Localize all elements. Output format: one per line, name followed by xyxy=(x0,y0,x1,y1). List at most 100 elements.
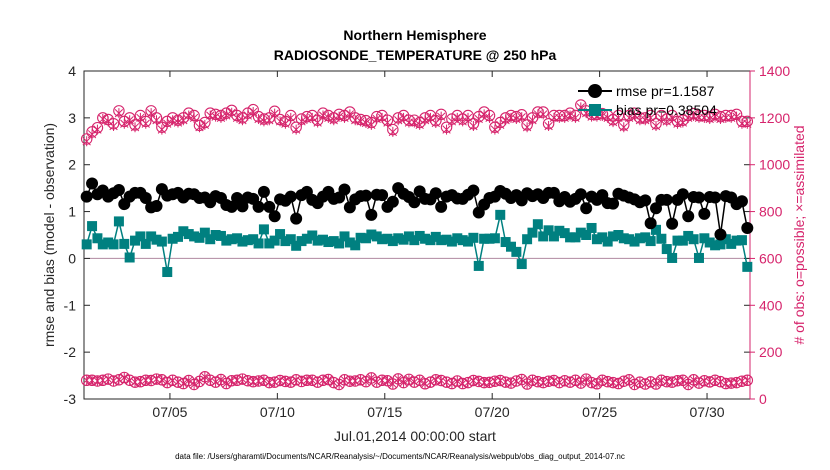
assimilated-low-marker xyxy=(189,379,199,390)
bias-marker xyxy=(97,239,108,250)
assimilated-low-marker xyxy=(485,377,494,388)
bias-marker xyxy=(296,236,307,247)
bias-marker xyxy=(516,259,527,270)
bias-marker xyxy=(645,236,656,247)
bias-marker xyxy=(479,233,490,244)
bias-marker xyxy=(162,267,173,278)
assimilated-marker xyxy=(641,115,650,126)
assimilated-low-marker xyxy=(447,378,457,389)
y-left-tick-label: -3 xyxy=(64,391,77,407)
rmse-marker xyxy=(257,185,270,198)
y-left-tick-label: -2 xyxy=(64,344,77,360)
assimilated-marker xyxy=(265,115,274,126)
assimilated-marker xyxy=(624,112,634,123)
bias-marker xyxy=(742,261,753,272)
assimilated-low-marker xyxy=(329,377,338,388)
rmse-marker xyxy=(574,188,587,201)
legend-rmse-label: rmse pr=1.1587 xyxy=(616,83,715,99)
assimilated-low-marker xyxy=(291,374,301,385)
rmse-marker xyxy=(236,200,249,213)
assimilated-low-marker xyxy=(351,375,360,386)
assimilated-low-marker xyxy=(710,375,720,386)
assimilated-low-marker xyxy=(496,375,505,386)
bias-marker xyxy=(693,252,704,263)
bias-marker xyxy=(656,233,667,244)
assimilated-marker xyxy=(673,118,682,129)
assimilated-marker xyxy=(705,114,714,125)
assimilated-low-marker xyxy=(136,376,145,387)
assimilated-low-marker xyxy=(184,375,193,386)
assimilated-marker xyxy=(662,116,671,127)
x-tick-label: 07/10 xyxy=(260,404,295,420)
assimilated-low-marker xyxy=(394,373,403,384)
assimilated-low-marker xyxy=(372,377,381,388)
bias-marker xyxy=(199,227,210,238)
assimilated-low-marker xyxy=(426,377,435,388)
bias-marker xyxy=(87,221,98,232)
assimilated-low-marker xyxy=(560,375,569,386)
assimilated-marker xyxy=(356,116,365,127)
assimilated-marker xyxy=(270,108,279,119)
y-left-tick-label: 2 xyxy=(68,157,76,173)
assimilated-marker xyxy=(539,109,548,120)
assimilated-marker xyxy=(130,122,140,133)
bias-marker xyxy=(232,233,243,244)
assimilated-marker xyxy=(120,118,129,129)
bias-marker xyxy=(237,236,248,247)
bias-marker xyxy=(323,237,334,248)
assimilated-marker xyxy=(479,109,489,120)
bias-marker xyxy=(360,233,371,244)
assimilated-low-marker xyxy=(667,377,677,388)
assimilated-low-marker xyxy=(630,379,639,390)
assimilated-low-marker xyxy=(437,375,446,386)
bias-marker xyxy=(226,234,237,245)
bias-marker xyxy=(618,233,629,244)
assimilated-marker xyxy=(522,122,532,133)
rmse-marker xyxy=(639,194,652,207)
assimilated-low-marker xyxy=(420,378,430,389)
assimilated-low-marker xyxy=(356,374,365,385)
bias-marker xyxy=(484,233,495,244)
assimilated-marker xyxy=(619,122,628,133)
assimilated-marker xyxy=(329,115,338,126)
assimilated-low-marker xyxy=(367,372,376,383)
y-left-tick-label: -1 xyxy=(64,297,77,313)
bias-marker xyxy=(280,236,291,247)
assimilated-low-marker xyxy=(517,374,526,385)
assimilated-low-marker xyxy=(587,377,596,388)
assimilated-marker xyxy=(506,112,516,123)
rmse-marker xyxy=(435,200,448,213)
bias-marker xyxy=(532,219,543,230)
bias-marker xyxy=(505,241,516,252)
rmse-marker xyxy=(290,212,303,225)
assimilated-marker xyxy=(716,114,725,125)
rmse-marker xyxy=(580,202,593,215)
bias-marker xyxy=(613,230,624,240)
bias-marker xyxy=(344,237,355,248)
assimilated-low-marker xyxy=(157,374,167,385)
assimilated-marker xyxy=(286,112,295,123)
assimilated-low-marker xyxy=(404,374,414,385)
assimilated-low-marker xyxy=(324,374,333,385)
bias-marker xyxy=(629,236,640,247)
assimilated-low-marker xyxy=(549,375,559,386)
assimilated-low-marker xyxy=(109,375,118,386)
rmse-marker xyxy=(284,190,297,203)
y-right-tick-label: 0 xyxy=(759,391,767,407)
rmse-marker xyxy=(741,221,754,234)
assimilated-marker xyxy=(222,110,231,121)
assimilated-marker xyxy=(453,112,462,123)
assimilated-low-marker xyxy=(383,375,392,386)
bias-marker xyxy=(414,230,425,241)
assimilated-marker xyxy=(82,136,91,147)
assimilated-marker xyxy=(184,110,193,121)
rmse-marker xyxy=(709,191,722,204)
assimilated-low-marker xyxy=(410,377,419,388)
assimilated-low-marker xyxy=(216,374,226,385)
assimilated-marker xyxy=(710,111,720,122)
assimilated-marker xyxy=(297,116,306,127)
rmse-marker xyxy=(607,197,620,210)
bias-marker xyxy=(264,238,275,249)
bias-marker xyxy=(371,231,382,242)
assimilated-low-marker xyxy=(297,376,306,387)
